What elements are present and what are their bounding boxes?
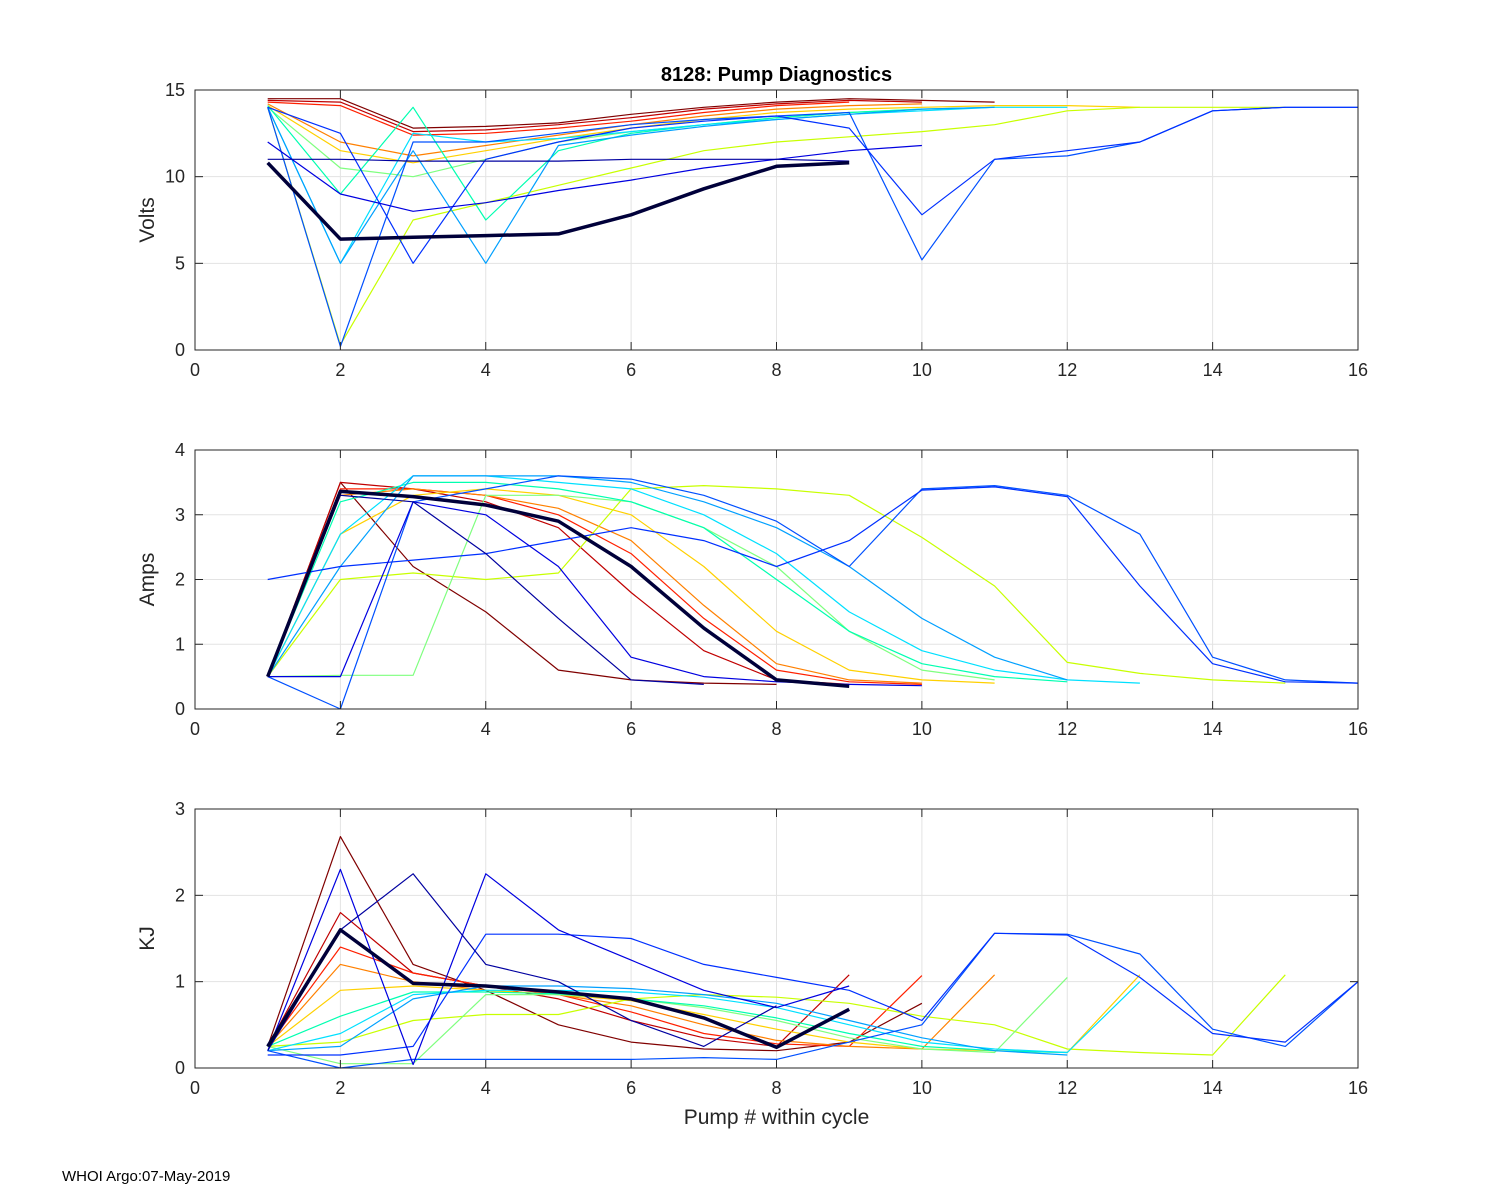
series-line-profile-early-c bbox=[267, 101, 850, 136]
series-line-profile-early-a bbox=[267, 98, 995, 129]
y-tick-label: 1 bbox=[175, 972, 185, 992]
series-line-profile-mid-a bbox=[267, 963, 996, 1050]
y-tick-label: 5 bbox=[175, 253, 185, 273]
x-tick-label: 4 bbox=[481, 719, 491, 739]
series-line-profile-mid-d bbox=[267, 976, 1068, 1065]
x-tick-label: 8 bbox=[771, 1078, 781, 1098]
chart-title: 8128: Pump Diagnostics bbox=[661, 64, 892, 86]
series-line-profile-mid-c bbox=[267, 974, 1286, 1056]
x-tick-label: 0 bbox=[190, 719, 200, 739]
series-line-profile-last bbox=[266, 161, 850, 241]
x-axis-label: Pump # within cycle bbox=[684, 1106, 870, 1129]
series-group bbox=[266, 475, 1358, 710]
x-tick-label: 12 bbox=[1057, 719, 1077, 739]
x-tick-label: 12 bbox=[1057, 1078, 1077, 1098]
y-tick-label: 1 bbox=[175, 634, 185, 654]
x-tick-label: 2 bbox=[335, 719, 345, 739]
x-tick-label: 14 bbox=[1203, 719, 1223, 739]
series-line-profile-late-d bbox=[267, 873, 777, 1052]
x-tick-label: 2 bbox=[335, 360, 345, 380]
x-tick-label: 6 bbox=[626, 719, 636, 739]
series-line-profile-mid-g bbox=[267, 475, 1068, 681]
series-line-profile-late-b bbox=[267, 106, 1358, 264]
series-line-profile-mid-c bbox=[267, 106, 1286, 346]
series-line-profile-mid-f bbox=[267, 981, 1141, 1054]
x-tick-label: 8 bbox=[771, 360, 781, 380]
series-line-profile-late-c bbox=[267, 868, 850, 1066]
series-line-profile-late-c bbox=[267, 141, 922, 212]
y-axis-label: KJ bbox=[136, 926, 159, 951]
series-line-profile-last bbox=[266, 489, 850, 689]
series-line-profile-late-a bbox=[267, 932, 1358, 1069]
y-tick-label: 0 bbox=[175, 699, 185, 719]
series-line-profile-mid-b bbox=[267, 488, 995, 684]
series-group bbox=[266, 98, 1358, 348]
x-tick-label: 8 bbox=[771, 719, 781, 739]
x-tick-label: 16 bbox=[1348, 1078, 1368, 1098]
y-axis-label: Volts bbox=[136, 197, 159, 243]
x-tick-label: 0 bbox=[190, 1078, 200, 1098]
series-line-profile-early-a bbox=[267, 835, 923, 1052]
x-tick-label: 6 bbox=[626, 360, 636, 380]
series-group bbox=[266, 835, 1358, 1069]
series-line-profile-late-d bbox=[267, 158, 850, 162]
series-line-profile-mid-g bbox=[267, 985, 1068, 1056]
y-tick-label: 4 bbox=[175, 440, 185, 460]
series-line-profile-last bbox=[266, 928, 851, 1050]
x-tick-label: 4 bbox=[481, 1078, 491, 1098]
x-tick-label: 14 bbox=[1203, 1078, 1223, 1098]
y-axis-label: Amps bbox=[136, 553, 159, 607]
footer-stamp: WHOI Argo:07-May-2019 bbox=[62, 1168, 231, 1185]
x-tick-label: 10 bbox=[912, 719, 932, 739]
series-line-profile-mid-a bbox=[267, 103, 922, 157]
y-tick-label: 2 bbox=[175, 885, 185, 905]
series-line-profile-early-b bbox=[267, 99, 922, 133]
series-line-profile-mid-c bbox=[267, 485, 1286, 684]
y-tick-label: 15 bbox=[165, 80, 185, 100]
y-tick-label: 0 bbox=[175, 340, 185, 360]
x-tick-label: 4 bbox=[481, 360, 491, 380]
series-line-profile-early-c bbox=[267, 946, 923, 1048]
series-line-profile-late-b bbox=[267, 932, 1358, 1056]
volts-axes: 0 2 4 6 8 10 12 14 16 0 5 10 15 Volts 8128: Pump Diagn… bbox=[136, 64, 1368, 380]
series-line-profile-mid-e bbox=[267, 991, 1068, 1054]
x-tick-label: 10 bbox=[912, 1078, 932, 1098]
x-tick-label: 16 bbox=[1348, 360, 1368, 380]
series-line-profile-mid-e bbox=[267, 105, 995, 221]
series-line-profile-late-b bbox=[267, 486, 1358, 684]
series-line-profile-mid-g bbox=[267, 106, 995, 264]
x-tick-label: 0 bbox=[190, 360, 200, 380]
y-tick-label: 3 bbox=[175, 799, 185, 819]
x-tick-label: 6 bbox=[626, 1078, 636, 1098]
x-tick-label: 16 bbox=[1348, 719, 1368, 739]
x-tick-label: 14 bbox=[1203, 360, 1223, 380]
series-line-profile-late-a bbox=[267, 475, 1358, 710]
y-tick-label: 10 bbox=[165, 167, 185, 187]
y-tick-label: 0 bbox=[175, 1058, 185, 1078]
y-tick-label: 3 bbox=[175, 505, 185, 525]
series-line-profile-mid-f bbox=[267, 106, 1068, 264]
x-tick-label: 10 bbox=[912, 360, 932, 380]
x-tick-label: 2 bbox=[335, 1078, 345, 1098]
y-tick-label: 2 bbox=[175, 570, 185, 590]
x-tick-label: 12 bbox=[1057, 360, 1077, 380]
series-line-profile-early-b bbox=[267, 481, 850, 685]
